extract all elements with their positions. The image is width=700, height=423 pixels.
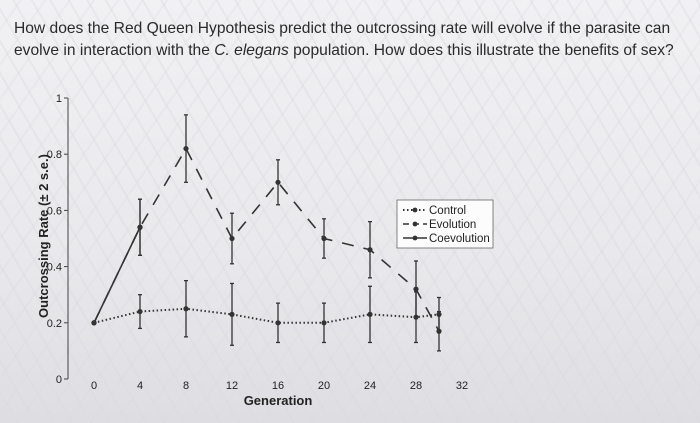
coevolution-point bbox=[91, 320, 97, 326]
evolution-point bbox=[321, 235, 327, 242]
evolution-point bbox=[229, 235, 235, 242]
question-species-name: C. elegans bbox=[214, 42, 289, 59]
chart-legend: Control Evolution Coevolution bbox=[396, 199, 494, 249]
y-tick-label: 0.2 bbox=[47, 318, 62, 330]
coevolution-line bbox=[93, 226, 141, 324]
evolution-point bbox=[275, 179, 281, 185]
x-tick-label: 4 bbox=[137, 380, 143, 392]
legend-marker-evolution bbox=[412, 221, 418, 227]
series-evolution bbox=[91, 114, 442, 352]
y-tick-label: 0.6 bbox=[47, 205, 62, 217]
control-point bbox=[183, 306, 189, 312]
control-point bbox=[321, 320, 327, 326]
question-line-2-start: evolve in interaction with the bbox=[14, 42, 215, 59]
control-point bbox=[367, 311, 373, 317]
series-coevolution bbox=[91, 198, 143, 326]
chart-axes: 0 0.2 0.4 0.6 0.8 1 0 4 8 12 16 20 24 28 32 bbox=[47, 93, 468, 392]
legend-label-control: Control bbox=[429, 205, 466, 217]
y-tick-label: 0.4 bbox=[47, 262, 62, 274]
control-point bbox=[137, 308, 143, 315]
evolution-point bbox=[413, 286, 419, 292]
x-axis-label: Generation bbox=[244, 393, 313, 408]
evolution-point bbox=[367, 247, 373, 253]
legend-marker-control bbox=[412, 207, 418, 213]
y-tick-label: 1 bbox=[56, 93, 62, 105]
question-line-1: How does the Red Queen Hypothesis predic… bbox=[14, 20, 671, 37]
control-point bbox=[275, 320, 281, 326]
control-line bbox=[93, 307, 440, 324]
x-tick-label: 8 bbox=[183, 380, 189, 392]
control-point bbox=[229, 311, 235, 317]
x-tick-label: 28 bbox=[410, 380, 422, 392]
x-tick-label: 24 bbox=[364, 380, 376, 392]
legend-label-evolution: Evolution bbox=[429, 219, 476, 231]
y-axis-label: Outcrossing Rate (± 2 s.e.) bbox=[36, 154, 51, 318]
question-line-2-end: population. How does this illustrate the… bbox=[288, 42, 674, 59]
legend-marker-coevolution bbox=[412, 235, 418, 241]
legend-label-coevolution: Coevolution bbox=[429, 233, 490, 245]
y-tick-label: 0.8 bbox=[47, 149, 62, 161]
x-tick-label: 32 bbox=[456, 380, 468, 392]
coevolution-point bbox=[137, 224, 143, 230]
evolution-point bbox=[436, 328, 442, 334]
evolution-point bbox=[183, 145, 189, 152]
evolution-line bbox=[93, 146, 440, 332]
x-tick-label: 20 bbox=[318, 380, 330, 392]
x-tick-label: 0 bbox=[91, 380, 97, 392]
y-tick-label: 0 bbox=[56, 374, 62, 386]
series-control bbox=[91, 279, 442, 346]
x-tick-label: 12 bbox=[226, 380, 238, 392]
question-text: How does the Red Queen Hypothesis predic… bbox=[14, 18, 690, 62]
chart-labels: Generation Outcrossing Rate (± 2 s.e.) bbox=[36, 154, 312, 408]
x-tick-label: 16 bbox=[272, 380, 284, 392]
chart-series bbox=[91, 114, 442, 352]
